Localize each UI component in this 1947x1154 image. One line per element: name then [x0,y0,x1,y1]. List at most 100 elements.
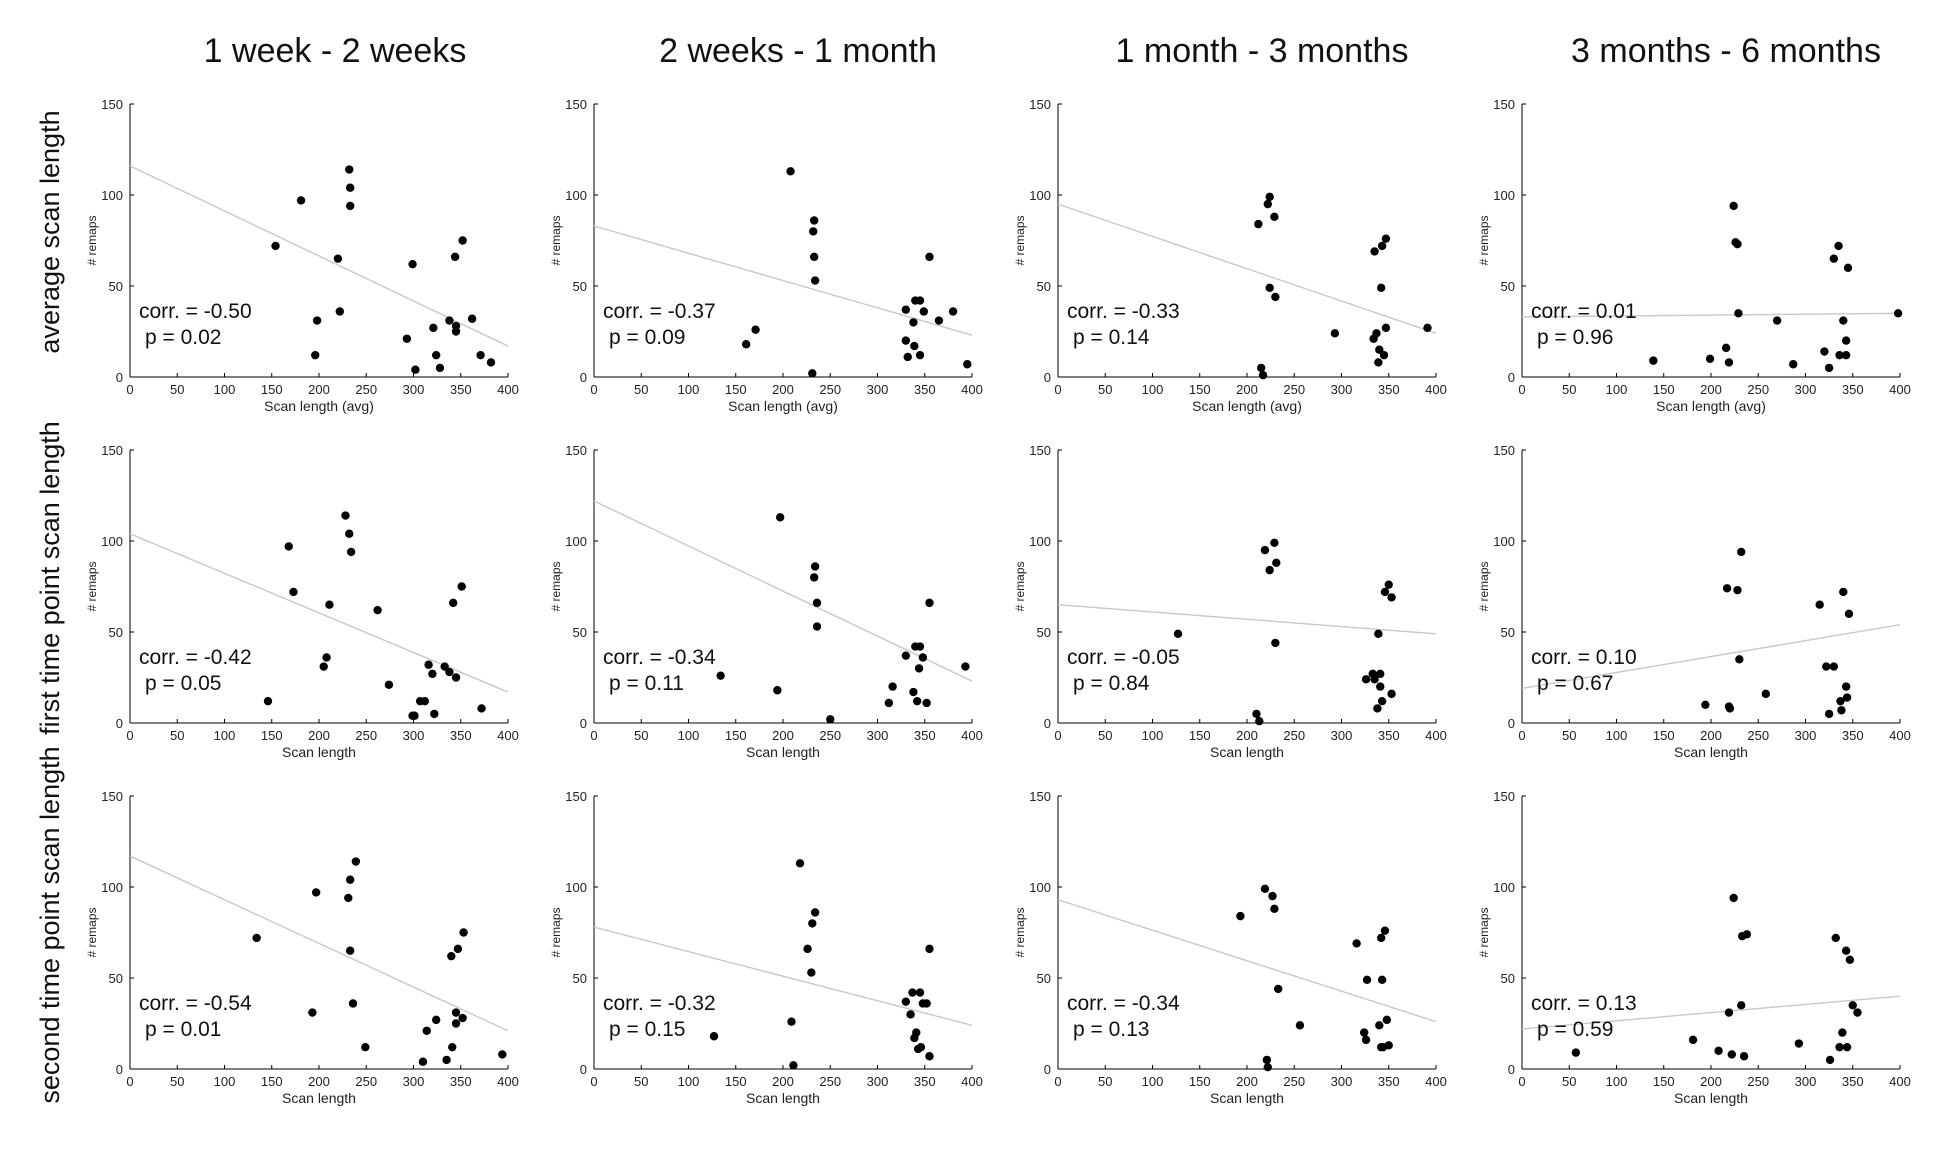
data-point [1739,1052,1749,1061]
data-point [311,888,321,897]
x-tick-label: 250 [819,382,841,397]
data-point [467,314,477,323]
data-point [1265,192,1274,202]
data-point [1387,689,1396,699]
data-point [808,919,817,928]
x-tick-label: 200 [1700,728,1722,743]
y-tick-label: 100 [1493,880,1515,895]
x-tick-label: 200 [1236,1074,1258,1089]
x-tick-label: 50 [170,728,184,743]
x-axis-label: Scan length [282,1090,356,1106]
x-tick-label: 300 [867,1074,889,1089]
data-point [912,1028,921,1037]
data-point [1714,1046,1723,1056]
data-point [1789,360,1798,369]
x-tick-label: 150 [1653,728,1675,743]
data-point [1841,350,1851,360]
y-tick-label: 0 [1044,1062,1051,1077]
x-axis-label: Scan length (avg) [1656,398,1766,414]
data-point [1842,1042,1852,1052]
x-tick-label: 250 [1747,382,1769,397]
data-point [447,951,456,961]
data-point [812,622,822,631]
data-point [431,1015,441,1025]
data-point [922,999,931,1008]
data-point [457,582,466,591]
titles-layer: 1 week - 2 weeks 2 weeks - 1 month 1 month… [35,32,1881,1104]
data-point [1848,1001,1857,1010]
data-point [1649,356,1658,365]
correlation-text: corr. = -0.50 [139,300,252,323]
data-point [325,600,334,609]
x-tick-label: 100 [214,1074,236,1089]
x-tick-label: 0 [590,1074,597,1089]
x-tick-label: 0 [1518,1074,1525,1089]
x-tick-label: 200 [772,1074,794,1089]
data-point [345,183,355,192]
regression-line [1521,312,1901,318]
data-point [901,336,911,345]
data-point [271,241,280,251]
data-point [333,254,343,263]
data-point [1382,1015,1392,1025]
x-tick-label: 250 [819,728,841,743]
p-value-text: p = 0.59 [1537,1018,1613,1041]
y-axis-label: # remaps [549,215,563,265]
data-point [1377,975,1387,985]
data-point [435,363,445,373]
data-point [498,1050,507,1059]
data-point [1263,199,1272,209]
data-point [1844,609,1854,618]
data-point [1380,587,1390,597]
data-point [1829,254,1839,263]
data-point [445,316,454,325]
y-tick-label: 50 [109,279,123,294]
data-point [809,216,819,225]
data-point [1256,363,1266,373]
x-tick-label: 0 [126,382,133,397]
data-point [1733,585,1742,595]
data-point [420,696,430,706]
x-tick-label: 50 [170,1074,184,1089]
data-point [1384,580,1393,589]
correlation-text: corr. = -0.05 [1067,646,1180,669]
x-tick-label: 0 [126,728,133,743]
regression-line [129,855,509,1032]
data-point [252,933,261,943]
data-point [1834,241,1843,251]
data-point [429,323,438,333]
regression-line [129,165,509,347]
y-tick-label: 150 [1029,97,1051,112]
data-point [1724,358,1734,367]
data-point [1263,1062,1272,1072]
data-point [445,667,454,677]
y-tick-label: 50 [573,971,587,986]
data-point [810,562,820,571]
data-point [789,1061,798,1070]
x-tick-label: 350 [914,382,936,397]
data-point [1380,926,1390,935]
y-tick-label: 50 [1501,971,1515,986]
y-tick-label: 50 [1037,625,1051,640]
data-point [1734,309,1743,318]
x-tick-label: 300 [403,382,425,397]
x-tick-label: 100 [1142,1074,1164,1089]
x-axis-label: Scan length [1674,1090,1748,1106]
y-tick-label: 0 [1508,716,1515,731]
data-point [1688,1035,1698,1045]
correlation-text: corr. = -0.37 [603,300,716,323]
data-point [808,369,817,378]
x-tick-label: 300 [403,728,425,743]
data-point [709,1032,719,1041]
data-point [410,711,419,720]
data-point [1376,682,1385,691]
y-tick-label: 0 [1508,370,1515,385]
data-point [786,167,795,176]
data-point [430,709,439,719]
data-point [925,598,934,608]
x-tick-label: 350 [1378,382,1400,397]
